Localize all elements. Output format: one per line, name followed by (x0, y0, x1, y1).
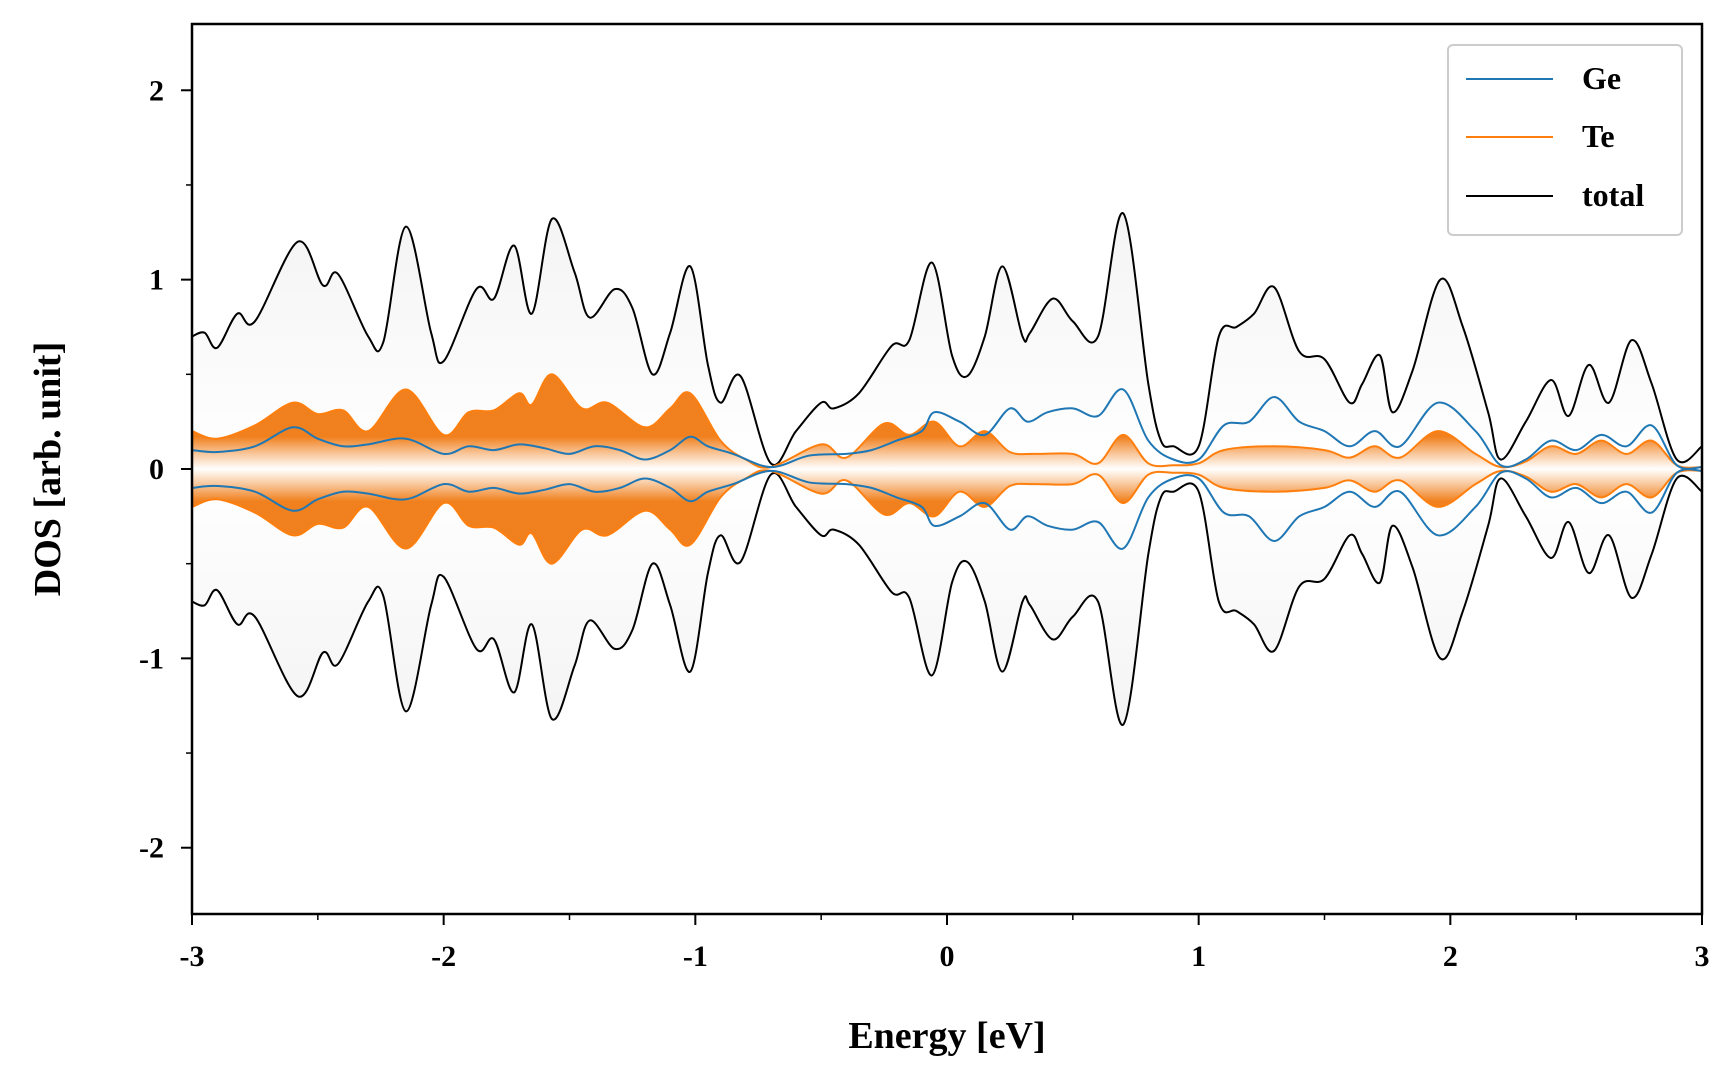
ge-line-upper (192, 388, 1702, 470)
te-line-lower (192, 469, 1702, 565)
legend-label-ge: Ge (1582, 60, 1621, 96)
x-tick-label: 0 (940, 940, 955, 973)
legend-label-te: Te (1582, 118, 1615, 154)
y-tick-label: 2 (149, 74, 164, 107)
legend-label-total: total (1582, 177, 1644, 213)
area-fills (192, 213, 1702, 725)
x-axis: -3 -2 -1 0 1 2 3 (180, 914, 1710, 973)
legend-box (1447, 44, 1683, 236)
series-lines (192, 212, 1702, 726)
legend: Ge Te total (1447, 44, 1683, 236)
total-line-upper (192, 212, 1702, 466)
x-tick-label: 2 (1443, 940, 1458, 973)
plot-area (192, 212, 1702, 726)
x-tick-label: 3 (1695, 940, 1710, 973)
y-axis: -2 -1 0 1 2 (139, 74, 192, 865)
x-tick-label: 1 (1191, 940, 1206, 973)
x-tick-label: -1 (683, 940, 708, 973)
x-tick-label: -3 (180, 940, 205, 973)
total-line-lower (192, 472, 1702, 726)
x-axis-title: Energy [eV] (848, 1015, 1045, 1057)
y-tick-label: -2 (139, 832, 164, 865)
y-axis-title: DOS [arb. unit] (27, 342, 69, 596)
y-tick-label: -1 (139, 642, 164, 675)
te-fill-band (192, 374, 1702, 564)
x-tick-label: -2 (431, 940, 456, 973)
y-tick-label: 1 (149, 264, 164, 297)
te-line-upper (192, 373, 1702, 469)
y-tick-label: 0 (149, 453, 164, 486)
ge-line-lower (192, 468, 1702, 550)
